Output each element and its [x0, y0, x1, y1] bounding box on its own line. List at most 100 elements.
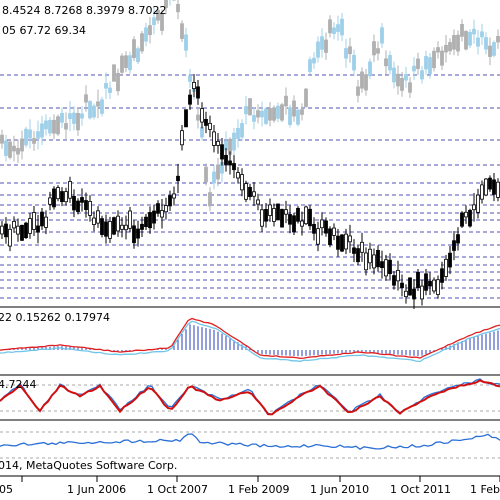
candle-body	[164, 205, 168, 213]
candle-body	[12, 220, 16, 229]
candle-body	[208, 122, 212, 130]
candle-body	[408, 277, 412, 296]
candle-body	[412, 65, 416, 72]
candle-body	[196, 86, 200, 99]
candle-body	[44, 216, 48, 228]
candle-body	[16, 147, 20, 155]
candle-body	[80, 197, 84, 203]
candle-body	[232, 132, 236, 151]
candle-body	[104, 83, 108, 89]
candle-body	[356, 86, 360, 96]
candle-body	[472, 204, 476, 211]
candle-body	[272, 208, 276, 222]
candle-body	[448, 42, 452, 52]
candle-body	[492, 42, 496, 56]
candle-body	[220, 144, 224, 160]
candle-body	[84, 94, 88, 103]
candle-body	[284, 95, 288, 107]
candle-body	[224, 154, 228, 165]
candle-body	[132, 39, 136, 58]
candle-body	[208, 192, 212, 207]
candle-body	[16, 225, 20, 235]
candle-body	[252, 115, 256, 122]
candle-body	[440, 50, 444, 66]
candle-body	[76, 113, 80, 131]
candle-body	[464, 211, 468, 218]
candle-body	[32, 212, 36, 230]
candle-body	[232, 163, 236, 171]
candle-body	[328, 19, 332, 34]
candle-body	[276, 203, 280, 221]
candle-body	[172, 193, 176, 199]
candle-body	[76, 200, 80, 212]
candle-body	[48, 119, 52, 134]
candle-body	[120, 224, 124, 230]
candle-body	[364, 74, 368, 91]
candle-body	[136, 48, 140, 63]
candle-body	[188, 94, 192, 105]
candle-body	[56, 116, 60, 135]
candle-body	[452, 240, 456, 251]
candle-body	[476, 194, 480, 213]
candle-body	[160, 13, 164, 31]
time-label: 1 Feb 2013	[470, 483, 500, 496]
candle-body	[136, 228, 140, 239]
candle-body	[4, 223, 8, 238]
candle-body	[268, 204, 272, 216]
candle-body	[116, 215, 120, 232]
indicators	[0, 317, 500, 450]
candle-body	[64, 191, 68, 203]
candle-body	[184, 109, 188, 128]
macd-label: 22 0.15262 0.17974	[0, 311, 110, 324]
candle-body	[168, 195, 172, 207]
candle-body	[436, 279, 440, 295]
candle-body	[128, 210, 132, 229]
candle-body	[372, 41, 376, 56]
candle-body	[460, 23, 464, 37]
candle-body	[424, 56, 428, 70]
candle-body	[96, 210, 100, 224]
candle-body	[456, 234, 460, 244]
candle-body	[160, 210, 164, 218]
time-label: 005	[0, 483, 13, 496]
candle-body	[492, 179, 496, 195]
candle-body	[240, 174, 244, 191]
candle-body	[92, 217, 96, 225]
ohlc-label: 8.4524 8.7268 8.3979 8.7022	[2, 4, 166, 17]
candle-body	[192, 82, 196, 89]
candle-body	[204, 166, 208, 183]
candle-body	[200, 126, 204, 138]
candle-body	[328, 228, 332, 246]
candle-body	[148, 25, 152, 36]
candle-body	[280, 208, 284, 228]
time-label: 1 Oct 2007	[147, 483, 208, 496]
candle-body	[308, 208, 312, 227]
candle-body	[496, 36, 500, 43]
candle-body	[392, 275, 396, 286]
candle-body	[8, 228, 12, 247]
time-label: 1 Jun 2010	[310, 483, 369, 496]
candle-body	[412, 288, 416, 300]
candle-body	[428, 280, 432, 287]
candle-body	[312, 223, 316, 234]
candle-body	[108, 87, 112, 93]
candle-body	[456, 34, 460, 52]
candle-body	[392, 67, 396, 83]
candle-body	[416, 58, 420, 70]
candle-body	[36, 131, 40, 139]
bottom-line	[0, 433, 500, 450]
candle-body	[80, 113, 84, 119]
candle-body	[424, 273, 428, 291]
macd-line	[0, 320, 500, 363]
candle-body	[248, 98, 252, 116]
candle-body	[388, 259, 392, 275]
candle-body	[88, 201, 92, 216]
time-axis: 005 1 Jun 2006 1 Oct 2007 1 Feb 2009 1 Jun 2…	[0, 476, 500, 496]
candle-body	[0, 225, 4, 235]
candle-body	[252, 191, 256, 197]
candle-body	[320, 219, 324, 229]
candle-body	[184, 34, 188, 51]
candle-body	[260, 110, 264, 118]
candle-body	[68, 181, 72, 199]
candle-body	[152, 17, 156, 25]
